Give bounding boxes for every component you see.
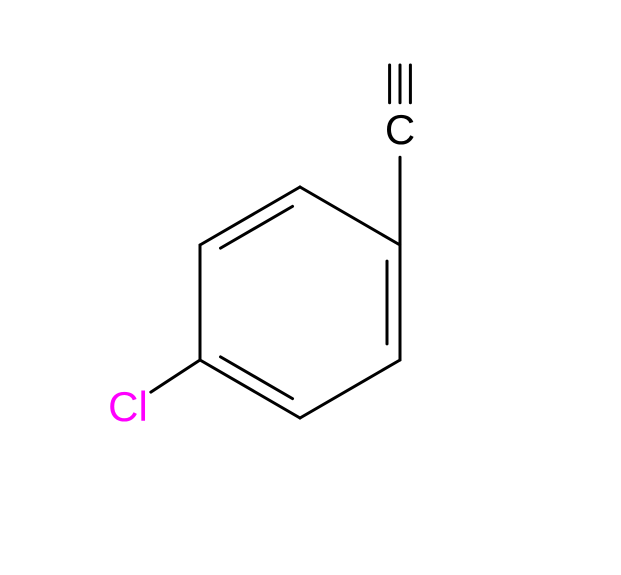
chlorine-atom-label: Cl (108, 386, 148, 428)
molecule-canvas: C Cl (0, 0, 621, 575)
molecule-svg (0, 0, 621, 575)
carbon-atom-label: C (385, 109, 415, 151)
